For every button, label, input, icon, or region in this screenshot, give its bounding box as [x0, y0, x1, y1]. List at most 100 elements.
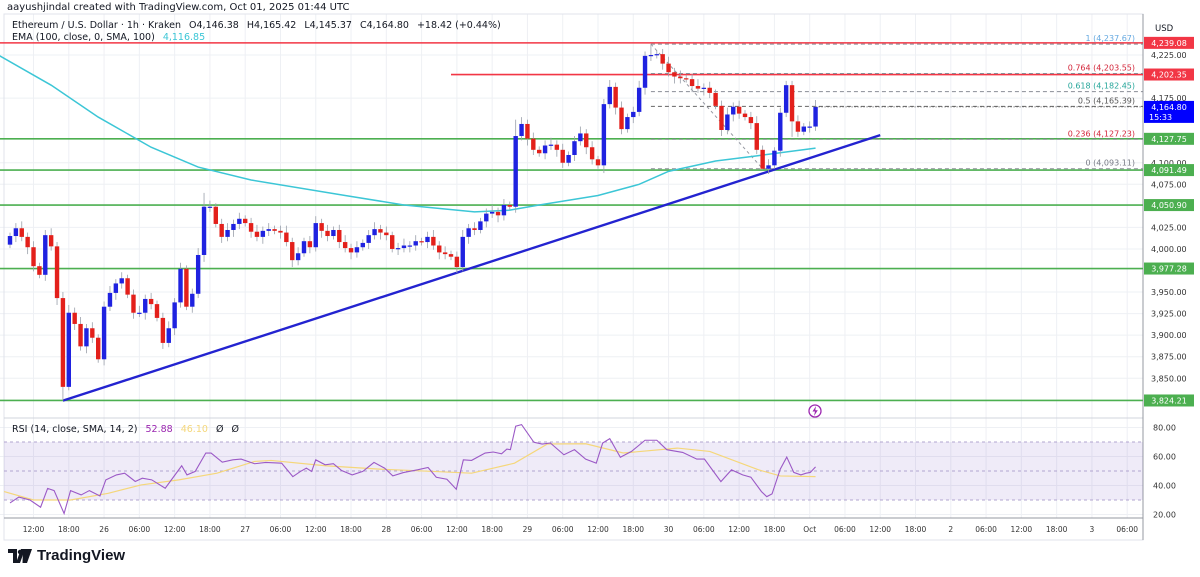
candle[interactable]	[13, 223, 19, 243]
candle[interactable]	[195, 248, 201, 299]
candle[interactable]	[466, 223, 471, 244]
candle[interactable]	[260, 226, 266, 244]
candle[interactable]	[448, 250, 454, 261]
candle[interactable]	[37, 262, 42, 279]
candle[interactable]	[154, 300, 160, 322]
candle[interactable]	[554, 140, 560, 157]
candle[interactable]	[589, 141, 595, 165]
candle[interactable]	[272, 225, 277, 235]
candle[interactable]	[666, 56, 671, 77]
candle[interactable]	[113, 279, 119, 300]
candle[interactable]	[801, 123, 806, 136]
price-axis-level-tag[interactable]: 4,050.90	[1144, 199, 1194, 212]
candle[interactable]	[560, 143, 565, 168]
candle[interactable]	[419, 237, 424, 246]
price-axis-level-tag[interactable]: 4,202.35	[1144, 68, 1194, 81]
candle[interactable]	[107, 286, 113, 312]
candle[interactable]	[760, 145, 765, 169]
candle[interactable]	[407, 241, 413, 253]
candle[interactable]	[766, 159, 771, 174]
candle[interactable]	[648, 44, 654, 62]
candle[interactable]	[425, 231, 430, 249]
candle[interactable]	[342, 235, 348, 253]
candle[interactable]	[719, 100, 724, 137]
candle[interactable]	[337, 224, 342, 249]
candle[interactable]	[348, 243, 354, 260]
candle[interactable]	[213, 203, 218, 228]
candle[interactable]	[413, 235, 418, 251]
candle[interactable]	[584, 129, 589, 155]
candle[interactable]	[395, 242, 401, 255]
candle[interactable]	[19, 221, 24, 242]
candle[interactable]	[484, 208, 489, 228]
candle[interactable]	[454, 251, 460, 274]
candle[interactable]	[495, 207, 501, 223]
candle[interactable]	[519, 117, 524, 141]
candle[interactable]	[219, 218, 224, 243]
candle[interactable]	[678, 70, 683, 84]
candle[interactable]	[319, 218, 324, 238]
candle[interactable]	[489, 204, 495, 218]
candle[interactable]	[772, 147, 777, 169]
candle[interactable]	[725, 107, 730, 135]
candle[interactable]	[43, 229, 48, 281]
candle[interactable]	[390, 231, 395, 253]
candle[interactable]	[813, 99, 818, 131]
candle[interactable]	[25, 232, 30, 255]
candle[interactable]	[513, 119, 518, 213]
candle[interactable]	[243, 215, 248, 227]
candle[interactable]	[631, 106, 636, 124]
candle[interactable]	[7, 232, 13, 249]
candle[interactable]	[572, 136, 577, 162]
candle[interactable]	[248, 217, 254, 238]
lightning-event-icon[interactable]	[808, 404, 822, 418]
candle[interactable]	[143, 294, 148, 320]
candle[interactable]	[642, 51, 648, 95]
candle[interactable]	[442, 246, 448, 260]
candle[interactable]	[507, 201, 512, 211]
candle[interactable]	[748, 111, 754, 130]
candle[interactable]	[231, 219, 236, 237]
candle[interactable]	[366, 229, 371, 249]
candle[interactable]	[166, 321, 171, 348]
candle[interactable]	[125, 274, 130, 299]
candle[interactable]	[131, 289, 136, 319]
price-axis-level-tag[interactable]: 4,239.08	[1144, 36, 1194, 49]
candle[interactable]	[607, 79, 612, 109]
candle[interactable]	[736, 100, 742, 119]
candle[interactable]	[619, 101, 624, 135]
candle[interactable]	[566, 151, 571, 167]
candle[interactable]	[254, 224, 260, 242]
candle[interactable]	[48, 228, 54, 251]
support-trendline[interactable]	[62, 134, 881, 402]
candle[interactable]	[301, 237, 307, 257]
candle[interactable]	[72, 307, 77, 330]
candle[interactable]	[578, 126, 583, 146]
candle[interactable]	[707, 81, 712, 99]
candle[interactable]	[636, 80, 642, 117]
candle[interactable]	[778, 107, 783, 157]
candle[interactable]	[160, 312, 166, 349]
candle[interactable]	[96, 334, 101, 363]
candle[interactable]	[754, 116, 759, 155]
candle[interactable]	[731, 102, 736, 122]
candle[interactable]	[90, 322, 95, 343]
candle[interactable]	[783, 80, 789, 118]
candle[interactable]	[225, 223, 230, 242]
candle[interactable]	[201, 192, 207, 262]
candle[interactable]	[789, 80, 795, 137]
candle[interactable]	[84, 323, 89, 354]
candle[interactable]	[478, 217, 483, 234]
candle[interactable]	[401, 238, 407, 253]
candle[interactable]	[660, 48, 665, 70]
price-axis-level-tag[interactable]: 3,977.28	[1144, 262, 1194, 275]
candle[interactable]	[207, 200, 213, 212]
candle[interactable]	[307, 236, 313, 254]
candle[interactable]	[601, 98, 607, 174]
price-axis-level-tag[interactable]: 4,091.49	[1144, 164, 1194, 177]
candle[interactable]	[713, 89, 718, 110]
candle[interactable]	[472, 222, 477, 236]
candle[interactable]	[295, 247, 301, 266]
